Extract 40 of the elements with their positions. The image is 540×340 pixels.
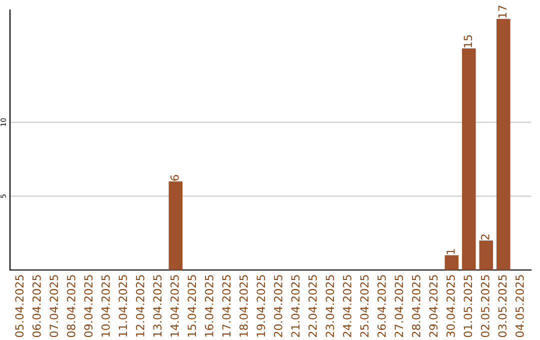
x-tick-label: 17.04.2025 (222, 275, 231, 337)
x-tick-label: 11.04.2025 (118, 275, 128, 337)
x-tick-label: 03.05.2025 (498, 275, 507, 338)
x-tick-label: 28.04.2025 (412, 275, 420, 337)
x-tick-label: 10.04.2025 (101, 275, 110, 337)
data-label: 6 (170, 174, 179, 181)
x-tick-label: 07.04.2025 (50, 275, 58, 338)
data-label: 1 (446, 249, 455, 254)
x-tick-label: 12.04.2025 (136, 275, 144, 337)
bar (479, 240, 494, 270)
x-tick-label: 29.04.2025 (429, 275, 438, 337)
bar (444, 255, 459, 270)
x-tick-label: 08.04.2025 (66, 275, 76, 338)
x-tick-label: 22.04.2025 (308, 275, 317, 337)
x-tick-label: 27.04.2025 (394, 275, 404, 337)
data-label: 2 (480, 234, 490, 240)
x-tick-label: 19.04.2025 (256, 275, 266, 337)
x-tick-label: 15.04.2025 (188, 275, 196, 337)
x-tick-label: 04.05.2025 (515, 275, 524, 338)
data-label: 15 (464, 35, 472, 48)
data-label: 17 (498, 6, 506, 18)
x-tick-label: 01.05.2025 (464, 275, 472, 338)
x-tick-label: 14.04.2025 (170, 275, 179, 337)
x-tick-label: 05.04.2025 (15, 275, 24, 338)
bar (168, 181, 183, 270)
x-tick-label: 25.04.2025 (360, 275, 369, 337)
x-tick-label: 18.04.2025 (239, 275, 248, 337)
x-tick-label: 26.04.2025 (377, 275, 386, 337)
x-tick-label: 23.04.2025 (326, 275, 334, 337)
x-tick-label: 13.04.2025 (153, 275, 162, 337)
x-tick-label: 30.04.2025 (446, 275, 455, 337)
x-tick-label: 02.05.2025 (480, 275, 490, 338)
x-tick-label: 06.04.2025 (32, 275, 41, 338)
bar (462, 48, 476, 270)
x-tick-label: 20.04.2025 (274, 275, 282, 337)
bar (496, 18, 510, 270)
x-tick-label: 16.04.2025 (204, 275, 214, 337)
x-tick-label: 09.04.2025 (84, 275, 93, 338)
x-tick-label: 24.04.2025 (342, 275, 352, 337)
x-tick-label: 21.04.2025 (291, 275, 300, 337)
